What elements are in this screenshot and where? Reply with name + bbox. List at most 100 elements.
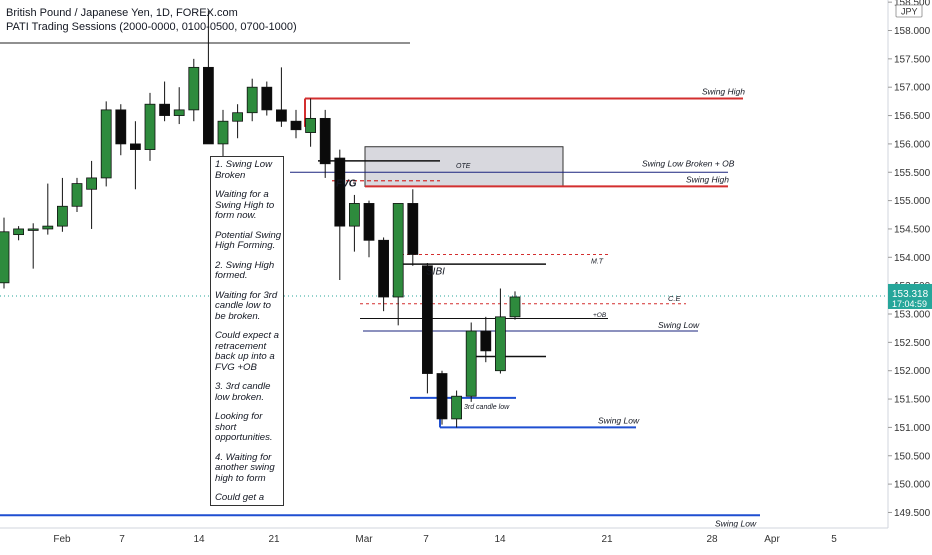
price-tag[interactable]	[888, 283, 932, 309]
candle[interactable]	[275, 67, 287, 127]
ote-zone	[364, 146, 564, 187]
price-axis-bg	[888, 0, 932, 528]
sibi-label: SIBI	[426, 266, 445, 277]
price-tick-label: 151.500	[894, 395, 931, 406]
candle-body	[436, 373, 448, 420]
candle[interactable]	[451, 390, 463, 428]
candle[interactable]	[407, 189, 419, 266]
candle[interactable]	[363, 200, 375, 258]
time-tick-label: Apr	[764, 534, 780, 545]
time-tick-label: 21	[268, 534, 280, 545]
candle[interactable]	[261, 81, 273, 116]
candle[interactable]	[305, 98, 317, 147]
candle[interactable]	[348, 194, 360, 252]
candle-body	[0, 231, 10, 284]
price-tick-label: 158.000	[894, 26, 931, 37]
candle-body	[480, 330, 492, 352]
candle-body	[100, 109, 112, 179]
time-tick-label: 14	[193, 534, 205, 545]
note-2: Waiting for a Swing High to form now.	[215, 189, 275, 221]
price-tick-label: 151.000	[894, 423, 931, 434]
candle[interactable]	[173, 87, 185, 125]
time-tick-label: 21	[601, 534, 613, 545]
candles-layer[interactable]	[0, 10, 521, 428]
candle-body	[348, 203, 360, 227]
candle[interactable]	[509, 291, 521, 320]
price-tick-label: 152.000	[894, 366, 931, 377]
candle-body	[261, 86, 273, 111]
candle[interactable]	[465, 322, 477, 402]
candle-body	[27, 228, 39, 231]
time-tick-label: 28	[706, 534, 718, 545]
note-6: Could expect a retracement back up into …	[215, 330, 279, 373]
swing-high-mid-label: Swing High	[686, 174, 729, 184]
candle[interactable]	[100, 101, 112, 187]
currency-box[interactable]	[895, 4, 923, 18]
candle[interactable]	[378, 237, 390, 312]
candle[interactable]	[232, 104, 244, 139]
candle[interactable]	[144, 92, 156, 161]
candle-body	[232, 112, 244, 122]
price-tick-label: 155.000	[894, 196, 931, 207]
candle-body	[173, 109, 185, 116]
note-3: Potential Swing High Forming.	[215, 229, 282, 251]
candle[interactable]	[246, 78, 258, 122]
candle[interactable]	[0, 217, 10, 289]
price-tag-countdown: 17:04:59	[892, 299, 927, 309]
candle[interactable]	[159, 81, 171, 122]
candle[interactable]	[319, 109, 331, 178]
note-8: Looking for short opportunities.	[215, 411, 273, 443]
candle[interactable]	[71, 177, 83, 212]
candle[interactable]	[217, 109, 229, 161]
candle[interactable]	[115, 104, 127, 156]
candle-body	[86, 177, 97, 190]
candle-body	[378, 239, 390, 298]
swing-low-broken-label: Swing Low Broken + OB	[642, 158, 735, 168]
candle[interactable]	[334, 149, 346, 280]
levels-layer	[0, 42, 760, 517]
swing-low-bottom-label: Swing Low	[715, 518, 757, 528]
candle[interactable]	[86, 160, 97, 229]
candle[interactable]	[480, 316, 492, 363]
candle[interactable]	[421, 262, 433, 394]
time-tick-label: 7	[119, 534, 125, 545]
price-tick-label: 156.500	[894, 111, 931, 122]
ote-label: OTE	[456, 163, 471, 170]
candle-body	[202, 66, 214, 145]
price-tick-label: 154.500	[894, 224, 931, 235]
candle[interactable]	[57, 177, 68, 232]
candle[interactable]	[129, 121, 141, 190]
candle[interactable]	[290, 109, 302, 139]
candle[interactable]	[494, 288, 506, 374]
candle[interactable]	[392, 203, 404, 326]
note-4: 2. Swing High formed.	[215, 259, 275, 281]
time-axis[interactable]: Feb 7 14 21 Mar 7 14 21 28 Apr 5	[0, 527, 888, 545]
candle-body	[217, 120, 229, 145]
indicator-label[interactable]: PATI Trading Sessions (2000-0000, 0100-0…	[6, 21, 297, 33]
candle[interactable]	[188, 58, 200, 122]
candle-body	[42, 225, 54, 230]
time-tick-label: 14	[494, 534, 506, 545]
time-tick-label: Mar	[355, 534, 373, 545]
price-axis[interactable]: 158.500 158.000 157.500 157.000 156.500 156.0…	[887, 0, 932, 528]
candle[interactable]	[436, 370, 448, 425]
ob-label: +OB	[593, 312, 607, 319]
price-tick-label: 150.000	[894, 480, 931, 491]
candle-body	[115, 109, 127, 145]
candle-body	[451, 395, 463, 420]
third-candle-low-label: 3rd candle low	[464, 404, 510, 411]
price-tick-label: 152.500	[894, 338, 931, 349]
candle-body	[494, 316, 506, 372]
note-5: Waiting for 3rd candle low to be broken.	[215, 289, 278, 322]
candle[interactable]	[42, 183, 54, 235]
candle[interactable]	[202, 10, 214, 145]
note-9: 4. Waiting for another swing high to for…	[215, 451, 275, 484]
swing-low-mid-label: Swing Low	[658, 320, 700, 330]
price-tick-label: 157.500	[894, 54, 931, 65]
notes-box[interactable]: 1. Swing Low Broken Waiting for a Swing …	[210, 156, 284, 506]
candle[interactable]	[13, 226, 25, 241]
candle[interactable]	[27, 223, 39, 269]
currency-label: JPY	[901, 7, 918, 17]
